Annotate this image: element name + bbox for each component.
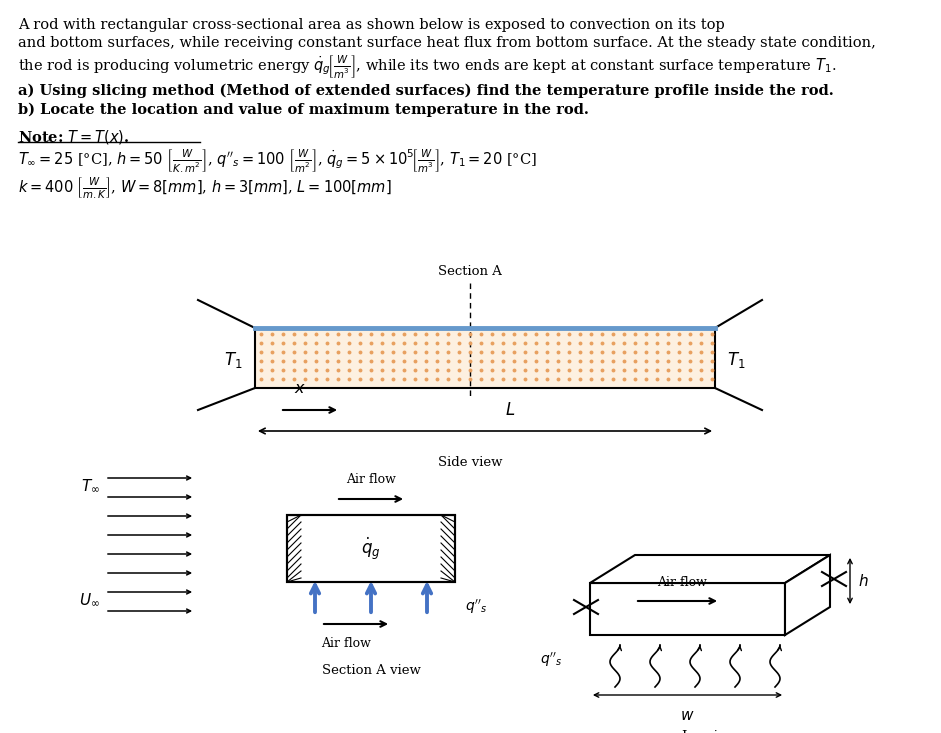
Text: $x$: $x$	[294, 380, 306, 397]
Text: Air flow: Air flow	[658, 576, 708, 589]
Text: Section A: Section A	[439, 265, 502, 278]
Text: Section A view: Section A view	[322, 664, 421, 677]
Text: $T_\infty = 25$ [°C], $h = 50$ $\left[\frac{W}{K.m^2}\right]$, $q''_s = 100$ $\l: $T_\infty = 25$ [°C], $h = 50$ $\left[\f…	[18, 148, 537, 175]
Text: b) Locate the location and value of maximum temperature in the rod.: b) Locate the location and value of maxi…	[18, 103, 589, 117]
Bar	[590, 583, 785, 635]
Text: $q''_s$: $q''_s$	[540, 651, 562, 669]
Text: Air flow: Air flow	[321, 637, 371, 650]
Text: $k = 400$ $\left[\frac{W}{m.K}\right]$, $W = 8[mm]$, $h = 3[mm]$, $L = 100[mm]$: $k = 400$ $\left[\frac{W}{m.K}\right]$, …	[18, 176, 391, 202]
Polygon shape	[785, 555, 830, 635]
Bar	[255, 328, 715, 388]
Bar	[287, 515, 455, 582]
Text: $U_\infty$: $U_\infty$	[79, 592, 100, 608]
Text: $T_1$: $T_1$	[225, 350, 243, 370]
Text: Iso view: Iso view	[682, 730, 738, 733]
Text: $\dot{q}_g$: $\dot{q}_g$	[361, 535, 381, 561]
Text: $T_1$: $T_1$	[727, 350, 745, 370]
Bar	[287, 515, 455, 582]
Text: $T_\infty$: $T_\infty$	[81, 478, 100, 494]
Text: a) Using slicing method (Method of extended surfaces) find the temperature profi: a) Using slicing method (Method of exten…	[18, 84, 834, 98]
Text: $L$: $L$	[505, 402, 515, 419]
Text: and bottom surfaces, while receiving constant surface heat flux from bottom surf: and bottom surfaces, while receiving con…	[18, 36, 876, 50]
Text: the rod is producing volumetric energy $\dot{q}_g\!\left[\frac{W}{m^3}\right]$, : the rod is producing volumetric energy $…	[18, 54, 837, 81]
Text: $q''_s$: $q''_s$	[465, 598, 487, 616]
Polygon shape	[590, 555, 830, 583]
Text: Side view: Side view	[438, 456, 502, 469]
Text: Air flow: Air flow	[346, 473, 396, 486]
Text: $w$: $w$	[680, 709, 694, 723]
Text: A rod with rectangular cross-sectional area as shown below is exposed to convect: A rod with rectangular cross-sectional a…	[18, 18, 725, 32]
Text: Note: $T = T(x)$.: Note: $T = T(x)$.	[18, 128, 130, 146]
Text: $h$: $h$	[858, 573, 869, 589]
